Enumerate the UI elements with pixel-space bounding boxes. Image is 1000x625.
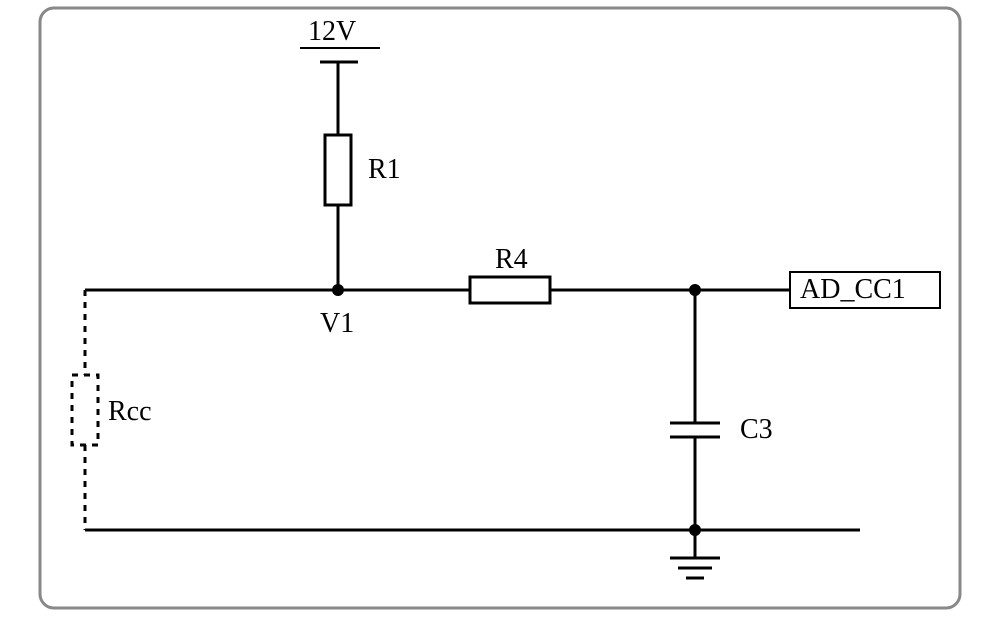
v1-label: V1 [320, 308, 354, 339]
r4-body [470, 277, 550, 303]
output-label: AD_CC1 [800, 274, 906, 305]
r1-body [325, 135, 351, 205]
circuit-diagram: 12V R1 V1 R4 AD_CC1 C3 Rcc [0, 0, 1000, 625]
rcc-body [72, 375, 98, 445]
r1-label: R1 [368, 154, 401, 185]
c3-label: C3 [740, 414, 773, 445]
rcc-label: Rcc [108, 396, 152, 427]
source-label: 12V [308, 16, 356, 47]
r4-label: R4 [495, 244, 528, 275]
